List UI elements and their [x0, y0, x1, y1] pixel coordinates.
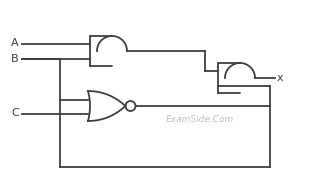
- Text: A: A: [12, 39, 19, 49]
- Text: x: x: [277, 73, 284, 83]
- Text: ExamSide.Com: ExamSide.Com: [166, 115, 234, 123]
- Text: B: B: [12, 54, 19, 64]
- Text: C: C: [11, 108, 19, 119]
